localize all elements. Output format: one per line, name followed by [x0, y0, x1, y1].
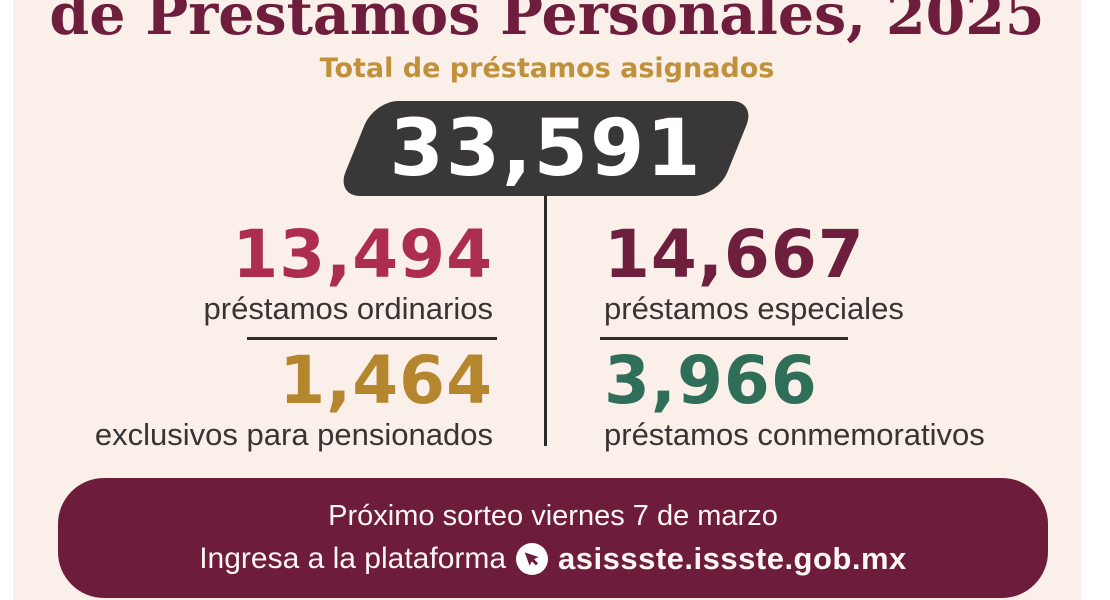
stat-conmemorativos: 3,966 préstamos conmemorativos	[604, 348, 985, 454]
stat-pensionados: 1,464 exclusivos para pensionados	[95, 348, 493, 454]
stat-ordinarios: 13,494 préstamos ordinarios	[204, 222, 493, 328]
cursor-icon	[516, 543, 549, 575]
stat-pensionados-value: 1,464	[279, 342, 493, 419]
stat-especiales-label: préstamos especiales	[604, 291, 904, 326]
left-column-divider	[247, 337, 497, 340]
footer-banner: Próximo sorteo viernes 7 de marzo Ingres…	[58, 478, 1048, 598]
total-badge: 33,591	[335, 101, 757, 196]
vertical-divider-line	[544, 195, 547, 446]
total-subtitle: Total de préstamos asignados	[319, 53, 775, 84]
stat-conmemorativos-label: préstamos conmemorativos	[604, 417, 985, 452]
stat-conmemorativos-value: 3,966	[604, 342, 818, 419]
stat-ordinarios-value: 13,494	[232, 216, 493, 293]
next-draw-text: Próximo sorteo viernes 7 de marzo	[328, 500, 778, 532]
stat-especiales: 14,667 préstamos especiales	[604, 222, 904, 328]
platform-row: Ingresa a la plataforma asissste.issste.…	[58, 540, 1048, 578]
right-column-divider	[600, 337, 848, 340]
stat-pensionados-label: exclusivos para pensionados	[94, 417, 493, 452]
stat-ordinarios-label: préstamos ordinarios	[203, 291, 493, 326]
platform-url: asissste.issste.gob.mx	[558, 541, 907, 576]
total-value: 33,591	[389, 103, 703, 194]
page-title: de Préstamos Personales, 2025	[49, 0, 1045, 48]
stat-especiales-value: 14,667	[604, 216, 865, 293]
platform-prefix-text: Ingresa a la plataforma	[199, 542, 507, 575]
